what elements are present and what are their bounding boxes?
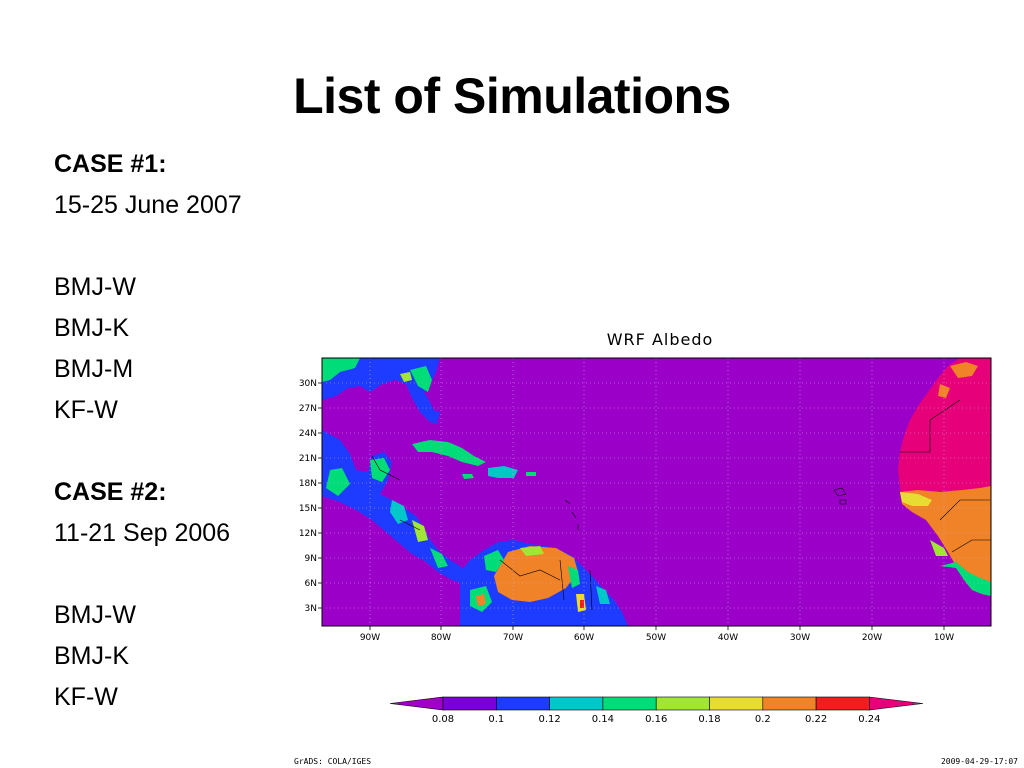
lon-label: 70W [503,633,523,643]
case-list: CASE #1: 15-25 June 2007 BMJ-W BMJ-K BMJ… [54,144,242,718]
lon-label: 90W [360,633,380,643]
colorbar [389,696,924,711]
colorbar-segment [389,696,444,711]
case2-run: BMJ-K [54,642,129,670]
land-puerto-rico [526,472,536,476]
colorbar-segment [709,696,764,711]
land-jamaica [462,474,474,479]
case1-heading: CASE #1: [54,150,167,178]
colorbar-segment [495,696,550,711]
colorbar-tick-label: 0.12 [538,714,560,725]
lat-label: 3N [305,604,317,614]
lat-label: 6N [305,579,317,589]
land-hispaniola [488,466,518,478]
map-ocean [321,357,992,627]
lat-label: 9N [305,554,317,564]
lon-label: 60W [574,633,594,643]
colorbar-segment [869,696,924,711]
case1-run: BMJ-W [54,273,136,301]
colorbar-tick-label: 0.14 [592,714,614,725]
lat-label: 27N [299,404,317,414]
lat-label: 18N [299,479,317,489]
colorbar-tick-label: 0.24 [858,714,880,725]
colorbar-segment [655,696,710,711]
case2-run: KF-W [54,683,118,711]
colorbar-segment [602,696,657,711]
footer-timestamp: 2009-04-29-17:07 [940,757,1018,766]
slide-title: List of Simulations [293,68,731,124]
case1-run: KF-W [54,396,118,424]
case2-run: BMJ-W [54,601,136,629]
case2-dates: 11-21 Sep 2006 [54,519,231,547]
lat-label: 21N [299,454,317,464]
land-cuba [412,440,486,466]
colorbar-segment [442,696,497,711]
colorbar-tick-label: 0.16 [645,714,667,725]
colorbar-tick-label: 0.2 [755,714,771,725]
colorbar-tick-label: 0.22 [805,714,827,725]
colorbar-tick-label: 0.08 [432,714,454,725]
colorbar-segment [762,696,817,711]
colorbar-labels: 0.08 0.1 0.12 0.14 0.16 0.18 0.2 0.22 0.24 [432,714,881,725]
footer-credit: GrADS: COLA/IGES [294,757,372,766]
lat-label: 12N [299,529,317,539]
lon-label: 30W [790,633,810,643]
lon-label: 80W [431,633,451,643]
lon-label: 20W [862,633,882,643]
lon-label: 40W [718,633,738,643]
map-grid [322,358,991,626]
lon-label: 10W [934,633,954,643]
map-land-layer [322,358,991,626]
colorbar-segment [549,696,604,711]
map-title: WRF Albedo [606,330,714,349]
colorbar-segment [815,696,870,711]
lat-label: 15N [299,504,317,514]
case1-run: BMJ-M [54,355,134,383]
lon-label: 50W [646,633,666,643]
lat-label: 30N [299,379,317,389]
case1-run: BMJ-K [54,314,129,342]
map-ticks [318,382,945,630]
colorbar-tick-label: 0.18 [698,714,720,725]
lat-label: 24N [299,429,317,439]
case1-dates: 15-25 June 2007 [54,191,242,219]
colorbar-tick-label: 0.1 [488,714,504,725]
case2-heading: CASE #2: [54,478,167,506]
